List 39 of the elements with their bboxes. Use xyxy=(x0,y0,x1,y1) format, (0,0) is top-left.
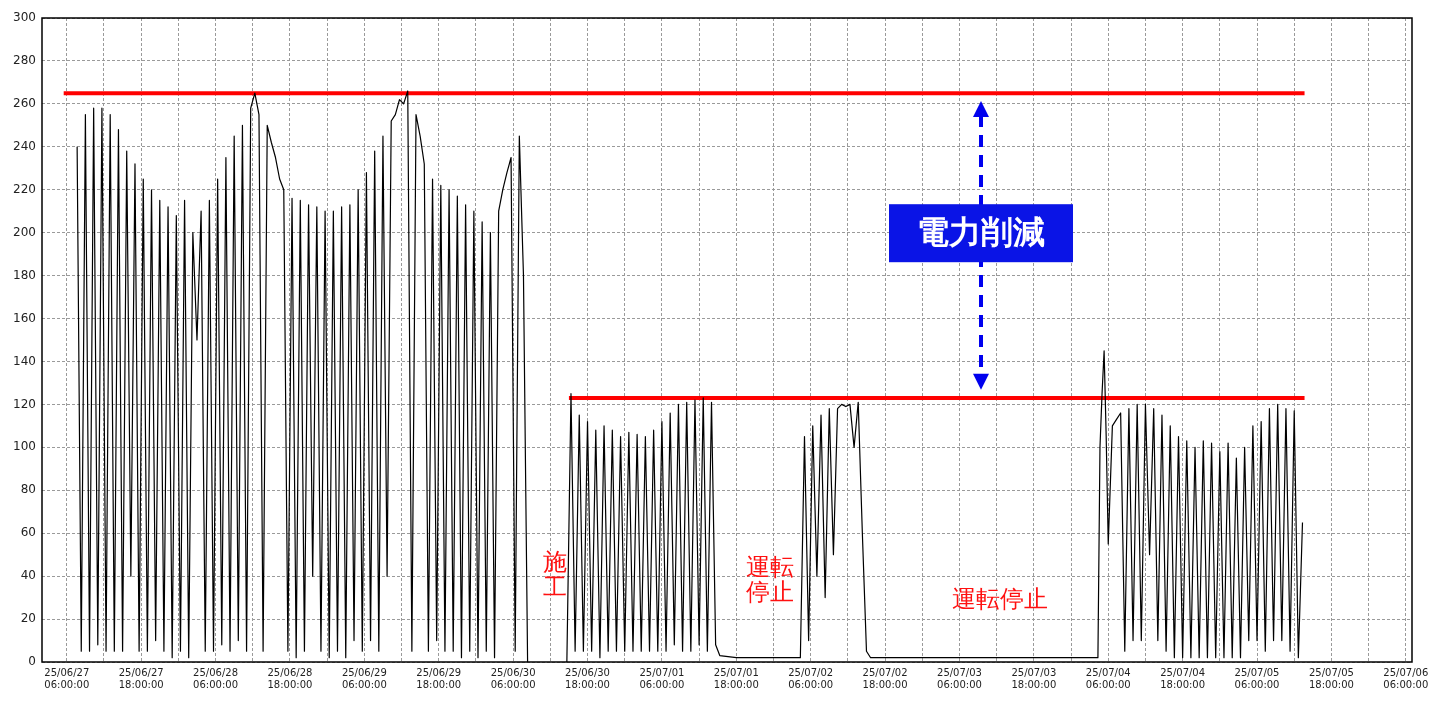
x-tick-label: 25/07/04 06:00:00 xyxy=(1085,666,1131,690)
annotation: 運転停止 xyxy=(952,585,1048,614)
x-tick-label: 25/06/30 18:00:00 xyxy=(565,666,610,690)
x-tick-label: 25/06/27 06:00:00 xyxy=(44,666,90,690)
annotation: 運転停止 xyxy=(746,552,794,606)
x-tick-label: 25/07/01 06:00:00 xyxy=(639,666,685,690)
x-tick-label: 25/06/28 18:00:00 xyxy=(267,666,313,690)
y-tick-label: 140 xyxy=(13,353,36,368)
x-tick-label: 25/06/27 18:00:00 xyxy=(118,666,164,690)
y-tick-label: 20 xyxy=(20,611,36,626)
x-tick-label: 25/07/05 06:00:00 xyxy=(1234,666,1280,690)
x-tick-label: 25/06/29 06:00:00 xyxy=(341,666,387,690)
y-tick-label: 300 xyxy=(13,10,36,25)
annotation: 電力削減 xyxy=(889,204,1073,262)
y-tick-label: 200 xyxy=(13,224,36,239)
y-tick-label: 280 xyxy=(13,53,36,68)
x-tick-label: 25/07/03 06:00:00 xyxy=(937,666,982,690)
x-tick-label: 25/06/30 06:00:00 xyxy=(490,666,536,690)
x-tick-label: 25/07/01 18:00:00 xyxy=(713,666,759,690)
y-tick-label: 80 xyxy=(20,482,36,497)
x-tick-label: 25/07/05 18:00:00 xyxy=(1308,666,1354,690)
y-tick-label: 260 xyxy=(13,95,36,110)
x-tick-label: 25/07/02 06:00:00 xyxy=(788,666,834,690)
y-tick-label: 180 xyxy=(13,267,36,282)
y-tick-label: 240 xyxy=(13,138,36,153)
y-tick-label: 100 xyxy=(13,439,36,454)
x-tick-label: 25/07/06 06:00:00 xyxy=(1383,666,1429,690)
x-tick-label: 25/07/04 18:00:00 xyxy=(1160,666,1206,690)
x-tick-label: 25/07/03 18:00:00 xyxy=(1011,666,1057,690)
x-tick-label: 25/06/29 18:00:00 xyxy=(416,666,462,690)
y-tick-label: 160 xyxy=(13,310,36,325)
y-tick-label: 120 xyxy=(13,396,36,411)
y-tick-label: 220 xyxy=(13,181,36,196)
x-tick-label: 25/07/02 18:00:00 xyxy=(862,666,908,690)
y-tick-label: 0 xyxy=(28,654,36,669)
annotation: 施工 xyxy=(543,547,567,601)
y-tick-label: 40 xyxy=(20,568,36,583)
y-tick-label: 60 xyxy=(20,525,36,540)
x-tick-label: 25/06/28 06:00:00 xyxy=(193,666,239,690)
